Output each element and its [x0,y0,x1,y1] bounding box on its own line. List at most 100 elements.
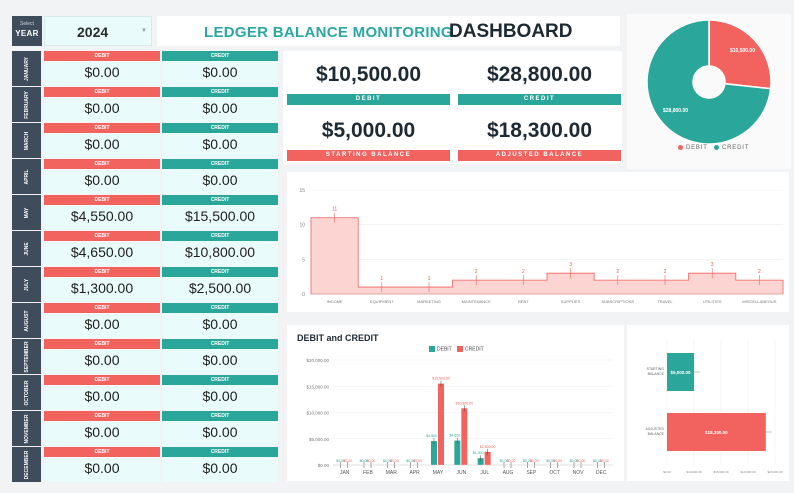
bar-data-label: $0.00 [507,459,516,463]
month-label: JULY [12,267,41,302]
x-tick-label: MAR [386,470,398,476]
dashboard-title: LEDGER BALANCE MONITORING DASHBOARD [157,16,620,46]
debit-header: DEBIT [44,447,160,457]
kpi-starting-balance: $5,000.00 STARTING BALANCE [287,111,450,161]
x-tick-label: SEP [526,470,537,476]
month-debit-cell: DEBIT $0.00 [44,339,160,374]
balance-category-label: STARTING [647,367,665,371]
credit-header: CREDIT [162,339,278,349]
month-debit-cell: DEBIT $0.00 [44,123,160,158]
category-value-label: 2 [475,269,478,275]
x-tick-label: JAN [340,470,350,476]
month-credit-value: $0.00 [202,172,238,188]
month-row: FEBRUARY DEBIT $0.00 CREDIT $0.00 [12,87,278,123]
bar-data-label: $4,650.00 [450,434,466,438]
year-dropdown[interactable]: 2024 ▼ [44,16,152,46]
category-area-chart: 0 5 10 15 11 INCOME 1 EQUIPMENT 1 MARKETING 2 MAINT… [299,188,784,304]
month-credit-cell: CREDIT $0.00 [162,411,278,446]
kpi-starting-value: $5,000.00 [321,119,416,142]
x-tick-label: MAY [433,470,444,476]
month-credit-value: $0.00 [202,424,238,440]
title-suffix: DASHBOARD [449,21,573,42]
pie-legend: DEBIT CREDIT [674,145,749,151]
month-label: JUNE [12,231,41,266]
month-name: JULY [23,278,30,291]
month-debit-value: $0.00 [84,460,120,476]
kpi-debit-label: DEBIT [287,94,450,105]
debit-header: DEBIT [44,123,160,133]
month-debit-value: $0.00 [84,316,120,332]
monthly-chart-title: DEBIT and CREDIT [297,333,379,343]
monthly-chart-panel: DEBIT and CREDIT DEBIT CREDIT $0.00 $5,00… [287,325,624,481]
month-debit-cell: DEBIT $0.00 [44,411,160,446]
debit-legend-dot [678,145,683,150]
month-label: MARCH [12,123,41,158]
x-tick-label: NOV [573,470,585,476]
month-debit-cell: DEBIT $0.00 [44,159,160,194]
legend-credit: CREDIT [465,346,484,353]
category-value-label: 2 [664,269,667,275]
month-name: NOVEMBER [23,414,30,443]
bar-data-label: $0.00 [390,459,399,463]
kpi-adjusted-value: $18,300.00 [486,119,593,142]
balance-data-label: $18,300.00 [705,430,728,435]
month-credit-value: $10,800.00 [184,244,256,260]
category-value-label: 2 [522,269,525,275]
balance-category-label: ADJUSTED [646,427,665,431]
bar-data-label: $0.00 [553,459,562,463]
debit-header: DEBIT [44,411,160,421]
bar-data-label: $0.00 [367,459,376,463]
kpi-debit-value: $10,500.00 [315,63,422,86]
category-value-label: 3 [711,262,714,268]
bar-data-label: $0.00 [577,459,586,463]
category-value-label: 11 [332,207,337,213]
bar-data-label: $0.00 [406,459,415,463]
chevron-down-icon[interactable]: ▼ [141,28,147,34]
month-row: JULY DEBIT $1,300.00 CREDIT $2,500.00 [12,267,278,303]
month-debit-value: $1,300.00 [70,280,134,296]
year-label-box: Select YEAR [12,16,42,46]
pie-chart-panel: $10,500.00 $28,800.00 DEBIT CREDIT [627,14,791,169]
select-label: Select [20,21,34,27]
x-tick-label: DEC [596,470,607,476]
month-credit-value: $0.00 [202,460,238,476]
x-tick-label: JUN [456,470,466,476]
month-row: JUNE DEBIT $4,650.00 CREDIT $10,800.00 [12,231,278,267]
month-credit-cell: CREDIT $15,500.00 [162,195,278,230]
y-tick-label: $15,000.00 [306,384,329,389]
month-name: OCTOBER [23,380,30,405]
bar-debit-may [431,441,437,465]
category-value-label: 2 [616,269,619,275]
debit-header: DEBIT [44,195,160,205]
month-row: MARCH DEBIT $0.00 CREDIT $0.00 [12,123,278,159]
bar-data-label: $0.00 [413,459,422,463]
y-tick-label: 0 [302,292,305,298]
debit-header: DEBIT [44,267,160,277]
credit-header: CREDIT [162,87,278,97]
bar-data-label: $0.00 [593,459,602,463]
debit-header: DEBIT [44,159,160,169]
pie-slice-credit [646,19,772,145]
month-credit-value: $0.00 [202,100,238,116]
month-name: FEBRUARY [23,90,30,119]
bar-debit-jun [454,440,461,465]
pie-legend-debit: DEBIT [686,145,708,152]
month-label: MAY [12,195,41,230]
pie-slice-debit [708,19,772,90]
balance-bar-chart: $0.00 $10,000.00 $15,000.00 $10,000.00 $20,0… [646,339,783,474]
debit-header: DEBIT [44,303,160,313]
debit-header: DEBIT [44,87,160,97]
month-debit-value: $0.00 [84,100,120,116]
month-name: DECEMBER [23,450,30,479]
category-value-label: 1 [428,276,431,282]
balance-category-label: BALANCE [648,372,665,376]
kpi-credit-label: CREDIT [458,94,621,105]
month-debit-value: $0.00 [84,64,120,80]
x-tick-label: APR [410,470,421,476]
y-tick-label: 15 [299,188,305,194]
bar-data-label: $0.00 [343,459,352,463]
kpi-adjusted-balance: $18,300.00 ADJUSTED BALANCE [458,111,621,161]
month-credit-cell: CREDIT $10,800.00 [162,231,278,266]
category-tick-label: MARKETING [417,299,441,304]
bar-credit-may [438,383,444,465]
